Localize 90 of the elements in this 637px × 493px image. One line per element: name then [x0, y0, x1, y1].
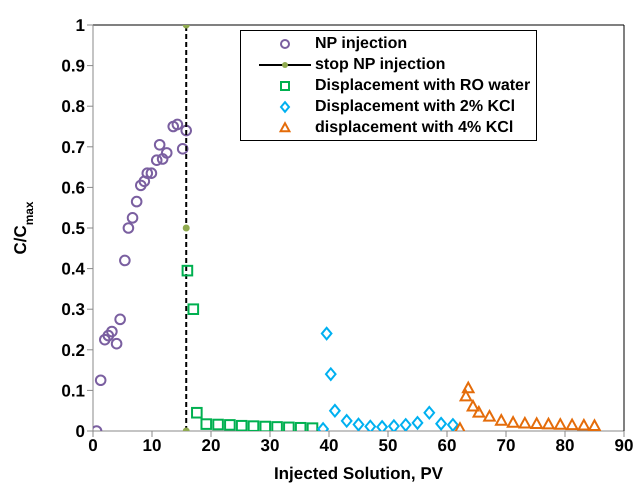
point — [200, 418, 212, 430]
x-tick-label: 50 — [378, 436, 398, 456]
x-tick-label: 90 — [614, 436, 634, 456]
x-tick-label: 80 — [556, 436, 574, 456]
point — [530, 417, 543, 429]
point — [167, 120, 180, 132]
y-tick-label: 0 — [76, 422, 85, 442]
point — [447, 418, 459, 431]
point — [188, 303, 200, 315]
x-tick-label: 20 — [202, 436, 220, 456]
point — [102, 330, 114, 342]
point — [134, 180, 147, 192]
y-tick-label: 1 — [76, 16, 85, 36]
point — [150, 154, 163, 166]
point — [400, 418, 412, 431]
point — [138, 176, 150, 188]
point — [352, 418, 364, 431]
point — [271, 421, 283, 431]
point — [472, 406, 486, 418]
point — [160, 147, 173, 159]
y-tick-label: 0.2 — [61, 340, 85, 360]
point — [182, 264, 194, 276]
point — [126, 212, 138, 224]
point — [154, 138, 166, 151]
point — [294, 422, 306, 431]
legend-label: displacement with 4% KCl — [315, 118, 514, 138]
point — [146, 167, 158, 179]
point — [191, 406, 203, 419]
point — [114, 314, 126, 326]
legend-label: stop NP injection — [315, 55, 446, 75]
x-tick-label: 40 — [320, 436, 338, 456]
y-tick-label: 0.9 — [61, 56, 85, 76]
point — [180, 124, 192, 136]
point — [122, 222, 134, 234]
point — [340, 414, 352, 428]
point — [99, 334, 111, 346]
point — [566, 418, 578, 430]
y-tick-label: 0.1 — [61, 381, 85, 400]
y-tick-label: 0.5 — [61, 219, 85, 238]
point — [483, 410, 496, 422]
point — [376, 420, 388, 431]
point — [424, 406, 436, 420]
y-tick-label: 0.8 — [61, 97, 85, 116]
legend-label: NP injection — [315, 34, 408, 54]
point — [554, 418, 567, 430]
point — [306, 422, 318, 431]
point — [388, 419, 400, 431]
point — [320, 326, 332, 340]
point — [324, 367, 337, 381]
x-tick-label: 70 — [496, 436, 516, 456]
point — [329, 404, 341, 418]
y-tick-label: 0.4 — [61, 260, 86, 279]
y-tick-label: 0.6 — [61, 178, 85, 198]
point — [462, 382, 475, 394]
point — [94, 374, 106, 386]
point — [578, 418, 590, 431]
legend-label: Displacement with 2% KCl — [315, 97, 516, 117]
legend-label: Displacement with RO water — [315, 76, 530, 96]
x-axis-title: Injected Solution, PV — [274, 464, 444, 483]
point — [412, 416, 424, 430]
point — [141, 167, 154, 179]
point — [224, 419, 236, 431]
point — [283, 422, 295, 431]
point — [236, 420, 248, 431]
point — [495, 414, 508, 426]
x-tick-label: 30 — [260, 436, 280, 456]
y-tick-label: 0.3 — [61, 300, 85, 320]
point — [259, 420, 272, 431]
point — [212, 418, 224, 430]
point — [506, 416, 520, 428]
point — [176, 143, 188, 155]
point — [119, 254, 131, 266]
point — [588, 419, 601, 431]
point — [460, 390, 472, 402]
point — [106, 326, 118, 338]
point — [435, 416, 447, 430]
x-tick-label: 10 — [142, 436, 162, 456]
point — [156, 153, 168, 165]
point — [172, 118, 184, 130]
point — [518, 416, 532, 429]
point — [130, 196, 142, 208]
point — [248, 420, 260, 431]
point — [110, 338, 122, 350]
point — [364, 420, 376, 431]
point — [466, 400, 480, 412]
point — [182, 224, 190, 232]
y-tick-label: 0.7 — [61, 138, 85, 157]
point — [542, 418, 555, 430]
x-tick-label: 0 — [88, 436, 98, 456]
x-tick-label: 60 — [438, 436, 456, 456]
